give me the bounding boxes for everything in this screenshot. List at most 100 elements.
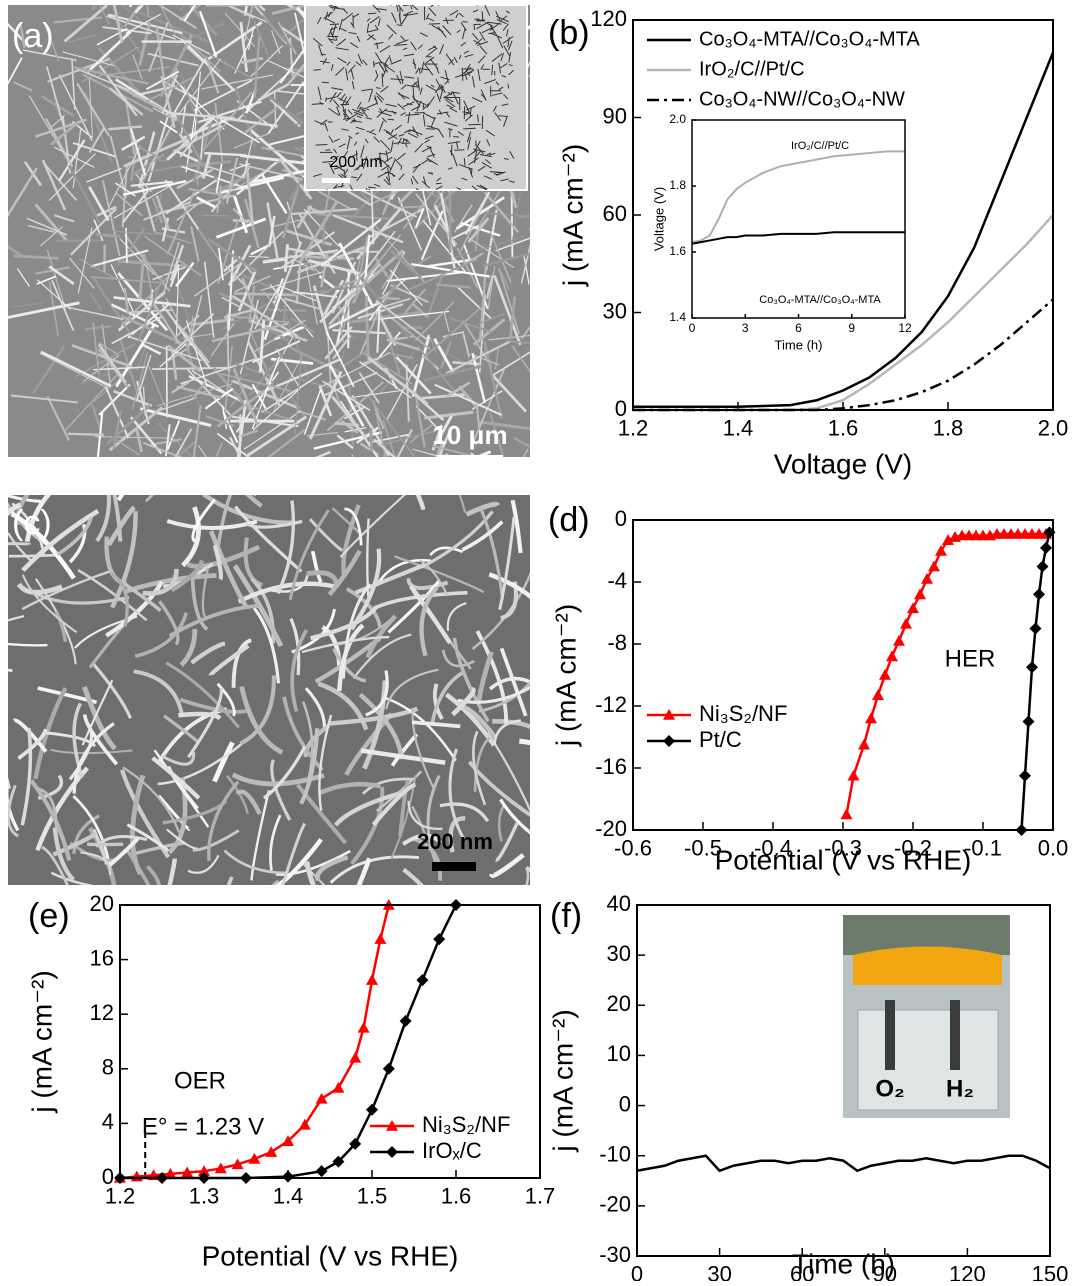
- x-axis-label: Time (h): [792, 1248, 895, 1279]
- y-tick-label: -8: [607, 630, 627, 655]
- x-axis-label: Time (h): [775, 337, 823, 352]
- y-tick-label: 0: [615, 396, 627, 421]
- legend-label: Co₃O₄-NW//Co₃O₄-NW: [699, 88, 905, 110]
- needle: [234, 294, 298, 295]
- flake: [9, 555, 59, 556]
- fiber: [453, 137, 459, 138]
- flake: [146, 452, 177, 501]
- y-tick-label: -30: [599, 1242, 631, 1267]
- x-tick-label: 1.7: [525, 1184, 556, 1209]
- y-tick-label: 90: [603, 103, 627, 128]
- panel-label: (d): [548, 501, 590, 539]
- x-tick-label: 1.4: [273, 1184, 304, 1209]
- y-tick-label: 16: [90, 945, 114, 970]
- y-tick-label: -20: [595, 816, 627, 841]
- panel-label: (b): [548, 14, 590, 52]
- x-tick-label: 1.8: [933, 416, 964, 441]
- flake: [0, 744, 9, 789]
- needle: [538, 356, 560, 359]
- legend-label: Pt/C: [699, 727, 742, 752]
- y-tick-label: -12: [595, 692, 627, 717]
- legend-label: Co₃O₄-MTA//Co₃O₄-MTA: [699, 28, 920, 50]
- annotation: OER: [174, 1067, 226, 1094]
- photo-label: O₂: [875, 1075, 904, 1102]
- scale-bar: [322, 178, 350, 183]
- y-tick-label: 1.6: [669, 244, 686, 258]
- needle: [530, 198, 543, 230]
- scale-bar-label: 10 μm: [432, 420, 507, 450]
- flake: [213, 482, 257, 496]
- flake: [0, 544, 30, 545]
- fiber: [315, 144, 327, 145]
- legend-label: Ni₃S₂/NF: [422, 1112, 510, 1137]
- panel-label: (f): [550, 897, 582, 935]
- legend-label: IrOₓ/C: [422, 1138, 482, 1163]
- fiber: [313, 69, 320, 70]
- y-tick-label: 20: [90, 891, 114, 916]
- y-tick-label: 2.0: [669, 112, 686, 126]
- x-tick-label: 6: [795, 321, 802, 335]
- fiber: [326, 97, 327, 101]
- x-tick-label: 1.4: [723, 416, 754, 441]
- x-axis-label: Potential (V vs RHE): [715, 844, 972, 875]
- annotation: IrO₂/C//Pt/C: [791, 140, 849, 152]
- needle: [371, 428, 372, 452]
- y-axis-label: j (mA cm⁻²): [557, 144, 588, 287]
- y-axis-label: j (mA cm⁻²): [550, 604, 581, 747]
- panel-label: (a): [12, 17, 54, 55]
- fiber: [508, 84, 509, 89]
- scale-bar: [432, 862, 476, 871]
- x-tick-label: 1.6: [828, 416, 859, 441]
- panel-label: (e): [28, 897, 70, 935]
- x-tick-label: 1.3: [189, 1184, 220, 1209]
- x-tick-label: 1.6: [441, 1184, 472, 1209]
- y-axis-label: j (mA cm⁻²): [547, 1009, 578, 1152]
- x-tick-label: 30: [707, 1262, 731, 1281]
- x-tick-label: 1.5: [357, 1184, 388, 1209]
- x-tick-label: 9: [848, 321, 855, 335]
- fiber: [482, 11, 483, 20]
- needle: [206, 5, 260, 6]
- x-tick-label: 120: [949, 1262, 986, 1281]
- x-tick-label: 0: [631, 1262, 643, 1281]
- needle: [534, 288, 561, 307]
- needle: [125, 0, 154, 5]
- needle: [535, 334, 544, 405]
- y-tick-label: 40: [607, 891, 631, 916]
- electrode: [950, 1000, 960, 1070]
- y-tick-label: -20: [599, 1192, 631, 1217]
- electrode: [885, 1000, 895, 1070]
- needle: [380, 298, 400, 299]
- cap: [853, 947, 1002, 986]
- y-tick-label: -16: [595, 754, 627, 779]
- y-tick-label: 8: [102, 1055, 114, 1080]
- photo-label: H₂: [946, 1075, 974, 1102]
- needle: [152, 368, 231, 369]
- legend-label: IrO₂/C//Pt/C: [699, 58, 805, 80]
- x-tick-label: 12: [898, 321, 912, 335]
- needle: [56, 240, 102, 241]
- y-tick-label: 4: [102, 1109, 114, 1134]
- annotation: E° = 1.23 V: [142, 1113, 264, 1140]
- y-tick-label: 0: [619, 1091, 631, 1116]
- x-tick-label: 3: [742, 321, 749, 335]
- x-axis-label: Voltage (V): [774, 448, 913, 479]
- annotation: Co₃O₄-MTA//Co₃O₄-MTA: [759, 294, 881, 306]
- y-tick-label: 30: [603, 298, 627, 323]
- y-tick-label: 120: [590, 6, 627, 31]
- scale-bar: [437, 455, 503, 463]
- y-tick-label: 60: [603, 201, 627, 226]
- panel-label: (c): [12, 504, 52, 542]
- y-tick-label: 12: [90, 1000, 114, 1025]
- scale-bar-label: 200 nm: [329, 154, 382, 171]
- fiber: [454, 150, 464, 151]
- x-tick-label: 0: [689, 321, 696, 335]
- needle: [68, 434, 104, 435]
- y-tick-label: 1.8: [669, 178, 686, 192]
- y-tick-label: 1.4: [669, 310, 686, 324]
- x-tick-label: 2.0: [1038, 416, 1069, 441]
- y-tick-label: -10: [599, 1142, 631, 1167]
